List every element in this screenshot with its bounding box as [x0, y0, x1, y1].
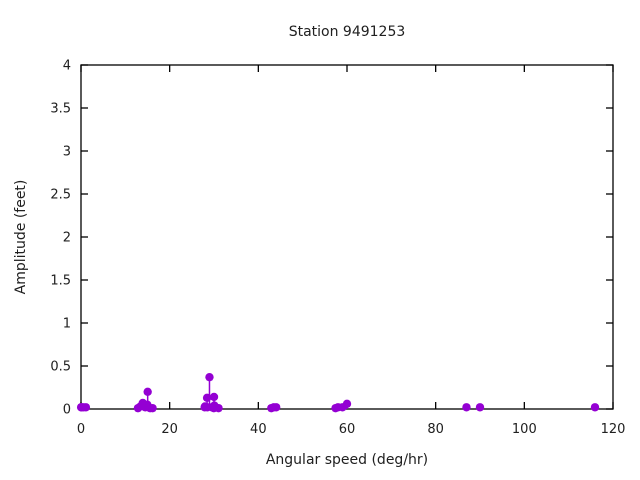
y-tick-label: 1	[63, 317, 71, 332]
x-tick-label: 40	[250, 422, 267, 437]
data-point	[81, 403, 91, 412]
x-tick-label: 60	[339, 422, 356, 437]
x-tick-label: 20	[161, 422, 178, 437]
y-tick-label: 3.5	[50, 102, 71, 117]
chart-title: Station 9491253	[289, 24, 406, 40]
data-point	[202, 393, 212, 403]
x-axis-label: Angular speed (deg/hr)	[266, 452, 428, 468]
y-axis-label: Amplitude (feet)	[13, 180, 29, 295]
data-point	[342, 399, 352, 409]
data-point	[148, 403, 157, 413]
x-tick-label: 0	[77, 422, 85, 437]
x-tick-label: 120	[601, 422, 626, 437]
data-point	[271, 403, 281, 412]
axis-ticks	[80, 64, 614, 410]
y-tick-label: 0.5	[50, 360, 71, 375]
data-point	[590, 403, 600, 412]
x-tick-label: 80	[427, 422, 444, 437]
y-tick-label: 4	[63, 59, 71, 74]
x-tick-label: 100	[512, 422, 537, 437]
data-point	[475, 403, 485, 412]
y-tick-label: 0	[63, 403, 71, 418]
x-tick-labels: 0 20 40 60 80 100 120	[77, 422, 626, 437]
y-tick-label: 2.5	[50, 188, 71, 203]
data-point	[143, 387, 152, 396]
data-point	[205, 372, 214, 382]
plot-border	[80, 64, 614, 410]
y-tick-label: 1.5	[50, 274, 71, 289]
plot-border-rect	[80, 64, 614, 410]
y-tick-labels: 0 0.5 1 1.5 2 2.5 3 3.5 4	[50, 59, 71, 418]
y-tick-label: 3	[63, 145, 71, 160]
y-tick-label: 2	[63, 231, 71, 246]
data-point	[209, 392, 219, 402]
data-series	[76, 372, 600, 413]
data-point	[214, 403, 223, 413]
data-point	[462, 403, 471, 412]
